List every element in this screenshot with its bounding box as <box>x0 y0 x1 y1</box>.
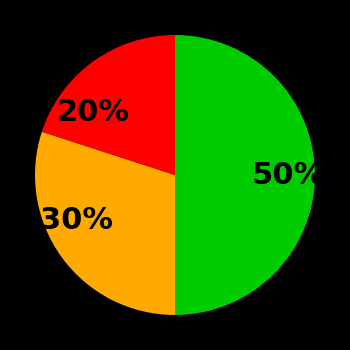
Text: 20%: 20% <box>57 98 130 127</box>
Wedge shape <box>35 132 175 315</box>
Text: 50%: 50% <box>252 161 325 189</box>
Wedge shape <box>175 35 315 315</box>
Text: 30%: 30% <box>40 206 113 235</box>
Wedge shape <box>42 35 175 175</box>
